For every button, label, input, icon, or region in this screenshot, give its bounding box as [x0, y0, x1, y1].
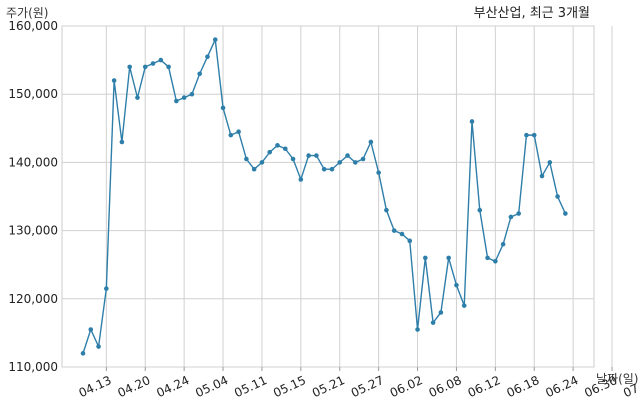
data-point	[493, 258, 498, 264]
data-point	[189, 91, 195, 97]
data-point	[469, 119, 475, 124]
data-point	[119, 139, 125, 145]
data-point	[174, 98, 179, 104]
data-point	[430, 320, 436, 325]
x-tick-label: 06.24	[543, 373, 580, 400]
x-tick-label: 06.02	[388, 373, 425, 400]
x-tick-label: 06.08	[427, 373, 464, 400]
data-point	[446, 255, 451, 261]
data-point	[275, 143, 280, 148]
data-point	[135, 95, 140, 100]
data-point	[321, 166, 327, 172]
y-axis-title: 주가(원)	[6, 6, 48, 20]
data-point	[454, 282, 459, 288]
x-axis-title: 날짜(일)	[596, 372, 638, 386]
chart-title: 부산산업, 최근 3개월	[474, 6, 590, 21]
data-point	[251, 166, 257, 172]
data-point	[407, 238, 413, 244]
data-point	[220, 105, 226, 111]
data-point	[415, 327, 420, 332]
data-point	[329, 166, 335, 172]
y-tick-label: 150,000	[8, 87, 58, 101]
data-point	[181, 95, 187, 100]
data-point	[298, 177, 304, 182]
x-tick-label: 04.20	[115, 373, 152, 400]
data-point	[290, 156, 296, 162]
x-tick-label: 04.24	[154, 373, 191, 400]
data-point	[236, 129, 241, 135]
x-tick-label: 05.21	[310, 373, 347, 400]
x-tick-label: 05.04	[193, 373, 230, 400]
data-point	[345, 153, 350, 158]
data-point	[376, 170, 381, 175]
data-point	[477, 207, 483, 213]
x-tick-label: 04.13	[77, 373, 114, 400]
x-axis: 04.13 04.20 04.24 05.04 05.11 05.15 05.21 05.27…	[77, 367, 640, 400]
price-series-line	[82, 37, 566, 354]
data-point	[539, 173, 545, 179]
data-point	[399, 231, 405, 237]
data-point	[461, 303, 467, 308]
data-point	[423, 255, 428, 261]
x-tick-label: 05.11	[232, 373, 269, 400]
data-point	[228, 132, 234, 138]
data-point	[212, 37, 218, 42]
y-tick-label: 140,000	[8, 155, 58, 169]
data-point	[267, 149, 273, 155]
data-point	[337, 160, 343, 165]
x-tick-label: 06.12	[466, 373, 503, 400]
data-point	[391, 228, 397, 233]
data-point	[104, 286, 109, 291]
y-axis: 110,000 120,000 130,000 140,000 150,000 160,0…	[8, 19, 58, 374]
data-point	[96, 344, 101, 349]
data-point	[547, 160, 553, 165]
data-point	[384, 207, 389, 213]
data-point	[80, 351, 86, 356]
data-point	[368, 139, 374, 145]
data-point	[306, 153, 311, 158]
data-point	[197, 71, 202, 77]
grid-lines	[61, 25, 613, 368]
data-point	[438, 310, 444, 315]
y-tick-label: 110,000	[8, 360, 58, 374]
data-point	[531, 132, 537, 138]
data-point	[205, 54, 210, 59]
data-point	[142, 64, 148, 70]
data-point	[524, 132, 529, 138]
data-point	[360, 156, 366, 162]
data-point	[508, 214, 514, 220]
data-point	[88, 327, 94, 332]
data-point	[555, 194, 560, 199]
data-point	[485, 255, 490, 261]
data-point	[353, 160, 358, 165]
y-tick-label: 160,000	[8, 19, 58, 33]
y-tick-label: 120,000	[8, 292, 58, 306]
x-tick-label: 05.15	[271, 373, 308, 400]
price-series-points	[80, 37, 568, 356]
data-point	[500, 241, 506, 247]
data-point	[166, 64, 171, 70]
x-tick-label: 06.18	[504, 373, 541, 400]
plot-frame	[61, 25, 595, 368]
data-point	[516, 211, 521, 216]
data-point	[150, 61, 156, 66]
data-point	[127, 64, 132, 70]
data-point	[158, 57, 164, 63]
data-point	[563, 211, 568, 216]
data-point	[244, 156, 249, 162]
data-point	[259, 160, 265, 165]
data-point	[314, 153, 319, 158]
data-point	[111, 78, 117, 83]
y-tick-label: 130,000	[8, 224, 58, 238]
x-tick-label: 05.27	[349, 373, 386, 400]
data-point	[282, 146, 288, 152]
